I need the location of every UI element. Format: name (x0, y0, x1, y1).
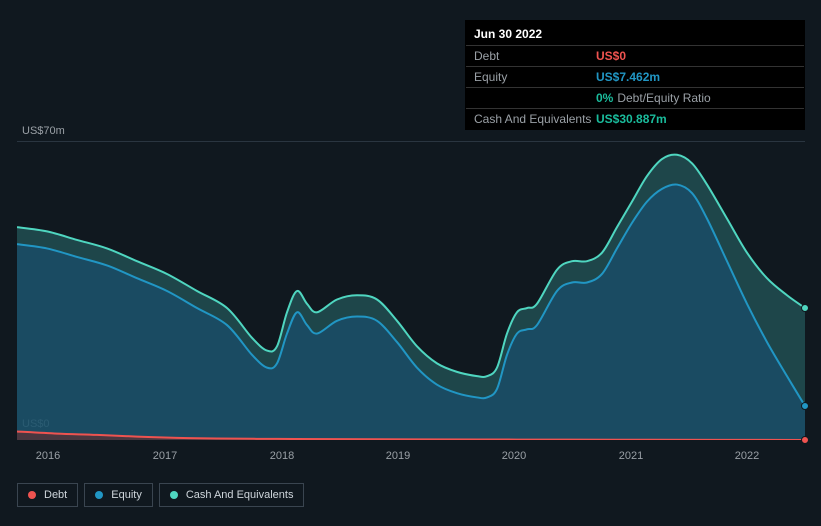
tooltip-row: EquityUS$7.462m (466, 67, 804, 88)
tooltip-row-label: Equity (474, 70, 596, 84)
series-marker-equity (801, 402, 809, 410)
legend-dot-icon (28, 491, 36, 499)
tooltip-row-value: US$30.887m (596, 112, 667, 126)
legend-label: Cash And Equivalents (186, 489, 294, 501)
tooltip-row-label: Cash And Equivalents (474, 112, 596, 126)
tooltip-row-value: US$7.462m (596, 70, 660, 84)
chart-plot[interactable] (17, 142, 805, 440)
series-marker-debt (801, 436, 809, 444)
legend-item-cash[interactable]: Cash And Equivalents (159, 483, 305, 507)
tooltip-row: Cash And EquivalentsUS$30.887m (466, 109, 804, 129)
tooltip-row-value: US$0 (596, 49, 626, 63)
tooltip-row: 0% Debt/Equity Ratio (466, 88, 804, 109)
legend-dot-icon (95, 491, 103, 499)
legend-label: Debt (44, 489, 67, 501)
x-axis-label: 2018 (270, 450, 294, 462)
area-chart-svg (17, 142, 805, 440)
chart-legend: Debt Equity Cash And Equivalents (17, 483, 304, 507)
chart-container: { "tooltip": { "date": "Jun 30 2022", "r… (0, 0, 821, 526)
x-axis-label: 2021 (619, 450, 643, 462)
tooltip-row-value: 0% (596, 91, 613, 105)
legend-item-debt[interactable]: Debt (17, 483, 78, 507)
tooltip-row-label: Debt (474, 49, 596, 63)
legend-dot-icon (170, 491, 178, 499)
tooltip-date: Jun 30 2022 (466, 21, 804, 46)
series-marker-cash-and-equivalents (801, 304, 809, 312)
y-axis-label-max: US$70m (22, 125, 65, 137)
legend-label: Equity (111, 489, 142, 501)
series-area-equity (17, 184, 805, 440)
x-axis-label: 2020 (502, 450, 526, 462)
x-axis-label: 2016 (36, 450, 60, 462)
x-axis-label: 2022 (735, 450, 759, 462)
x-axis-label: 2017 (153, 450, 177, 462)
x-axis: 2016 2017 2018 2019 2020 2021 2022 (0, 450, 821, 468)
x-axis-label: 2019 (386, 450, 410, 462)
tooltip-row-suffix: Debt/Equity Ratio (617, 91, 710, 105)
chart-tooltip: Jun 30 2022 DebtUS$0EquityUS$7.462m0% De… (465, 20, 805, 130)
legend-item-equity[interactable]: Equity (84, 483, 153, 507)
tooltip-row: DebtUS$0 (466, 46, 804, 67)
tooltip-row-label (474, 91, 596, 105)
